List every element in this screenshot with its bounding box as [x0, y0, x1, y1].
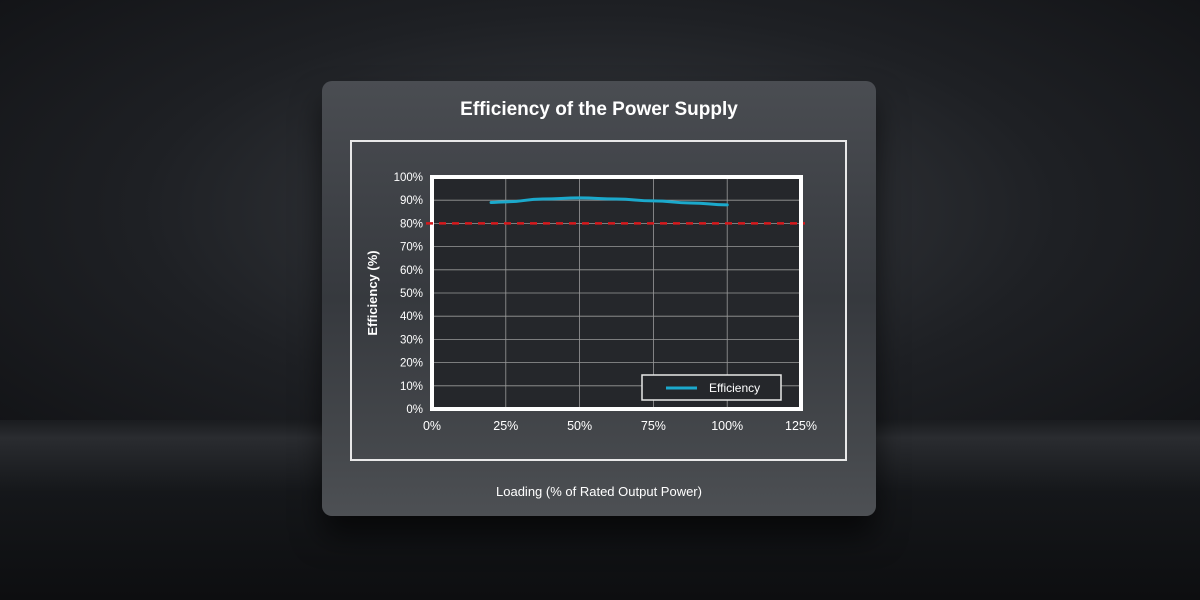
- y-tick-label: 30%: [400, 334, 423, 346]
- plot-border: [430, 175, 803, 411]
- y-tick-label: 10%: [400, 381, 423, 393]
- x-tick-label: 75%: [641, 419, 666, 433]
- y-tick-label: 70%: [400, 242, 423, 254]
- x-tick-label: 25%: [493, 419, 518, 433]
- x-axis-label: Loading (% of Rated Output Power): [496, 484, 702, 499]
- x-tick-label: 125%: [785, 419, 817, 433]
- y-tick-label: 20%: [400, 358, 423, 370]
- legend-label-efficiency: Efficiency: [709, 381, 760, 395]
- x-tick-label: 0%: [423, 419, 441, 433]
- x-tick-label: 100%: [711, 419, 743, 433]
- y-tick-label: 0%: [406, 404, 423, 416]
- chart-frame: [350, 140, 847, 461]
- legend-box: [641, 374, 782, 401]
- y-tick-label: 60%: [400, 265, 423, 277]
- y-tick-label: 80%: [400, 218, 423, 230]
- x-tick-label: 50%: [567, 419, 592, 433]
- y-tick-label: 40%: [400, 311, 423, 323]
- y-tick-label: 90%: [400, 195, 423, 207]
- y-axis-label: Efficiency (%): [365, 250, 380, 335]
- y-tick-label: 100%: [394, 172, 423, 184]
- y-tick-label: 50%: [400, 288, 423, 300]
- chart-title: Efficiency of the Power Supply: [460, 99, 738, 120]
- series-line-efficiency: [489, 196, 729, 207]
